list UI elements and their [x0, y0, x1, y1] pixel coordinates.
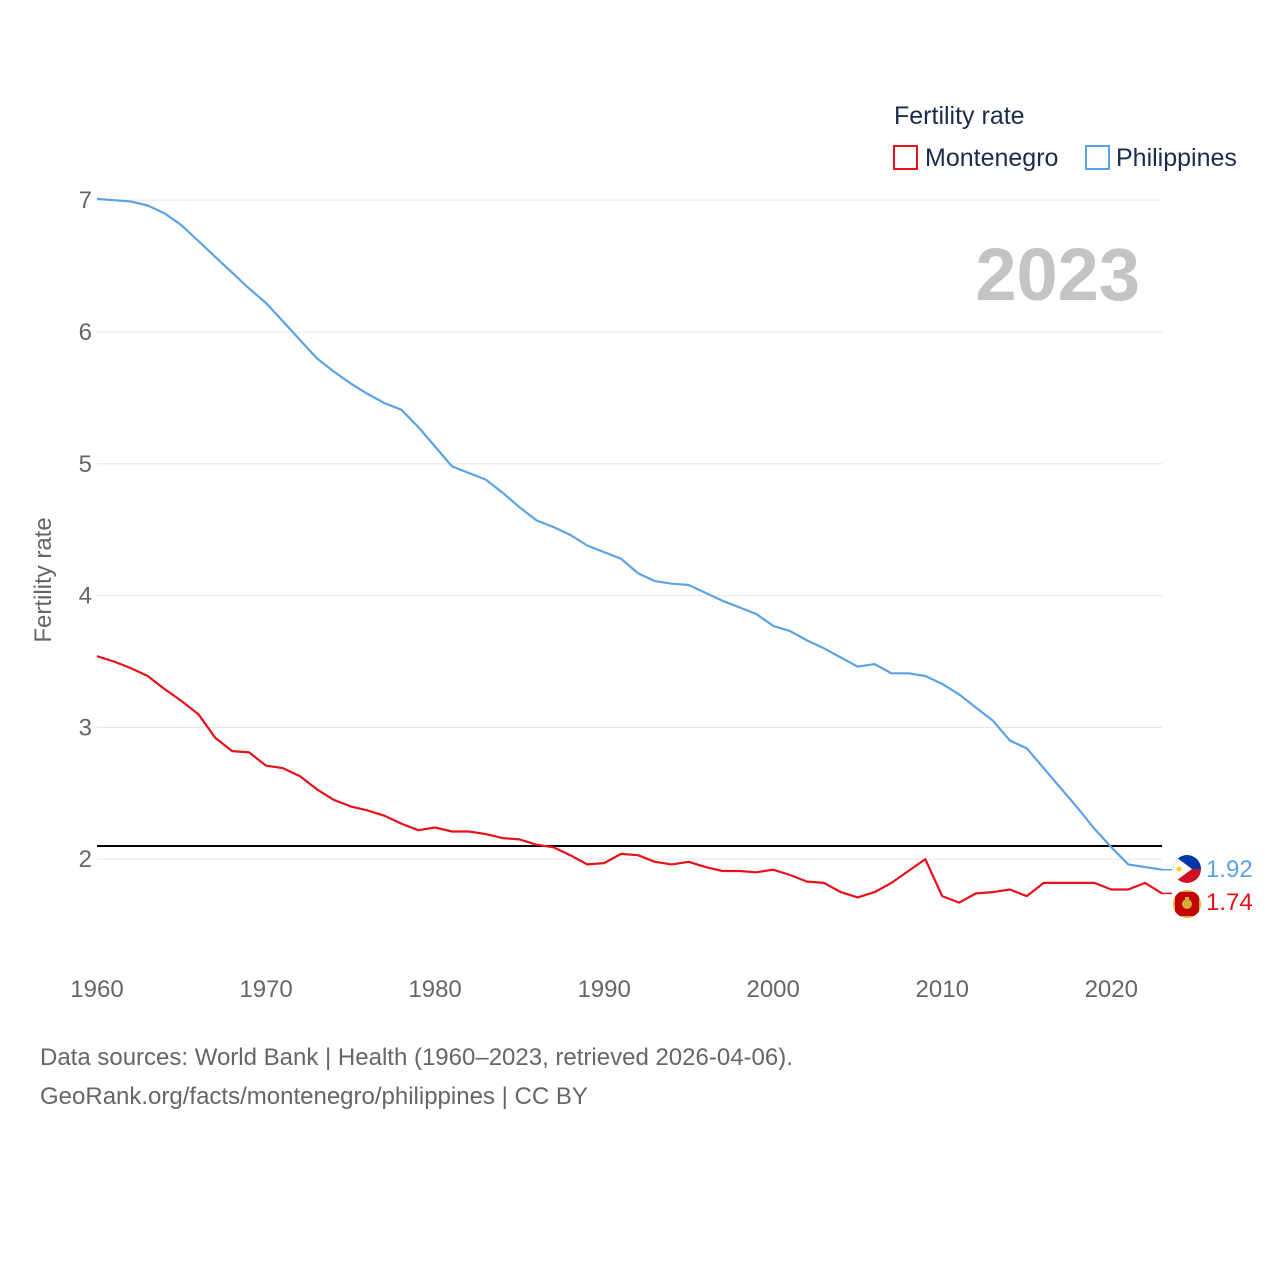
- legend-swatch-montenegro[interactable]: [893, 145, 918, 170]
- series-lines: [96, 197, 1172, 904]
- y-axis-ticks: 2 3 4 5 6 7: [79, 187, 92, 873]
- x-tick-label-2020: 2020: [1085, 976, 1138, 1003]
- source-url-line: GeoRank.org/facts/montenegro/philippines…: [40, 1083, 588, 1110]
- year-label: 2023: [975, 233, 1140, 316]
- philippines-flag-icon: [1173, 855, 1201, 883]
- montenegro-flag-icon: [1173, 890, 1201, 918]
- x-axis-ticks: 1960 1970 1980 1990 2000 2010 2020: [70, 976, 1138, 1003]
- x-tick-label-1990: 1990: [577, 976, 630, 1003]
- grid-lines: [97, 199, 1162, 860]
- y-tick-label-6: 6: [79, 319, 92, 346]
- legend: Fertility rate Montenegro Philippines: [893, 102, 1237, 172]
- x-tick-label-1960: 1960: [70, 976, 123, 1003]
- x-tick-label-2000: 2000: [746, 976, 799, 1003]
- series-line-philippines: [96, 197, 1163, 871]
- series-line-montenegro: [96, 655, 1163, 904]
- y-tick-label-2: 2: [79, 846, 92, 873]
- y-axis-title: Fertility rate: [30, 517, 57, 642]
- y-tick-label-4: 4: [79, 583, 92, 610]
- x-tick-label-1970: 1970: [239, 976, 292, 1003]
- end-value-philippines: 1.92: [1206, 856, 1253, 883]
- legend-title: Fertility rate: [894, 102, 1025, 130]
- x-tick-label-2010: 2010: [916, 976, 969, 1003]
- y-tick-label-7: 7: [79, 187, 92, 214]
- y-tick-label-3: 3: [79, 714, 92, 741]
- y-tick-label-5: 5: [79, 451, 92, 478]
- legend-label-philippines[interactable]: Philippines: [1116, 144, 1237, 172]
- legend-label-montenegro[interactable]: Montenegro: [925, 144, 1058, 172]
- end-value-montenegro: 1.74: [1206, 889, 1253, 916]
- source-line: Data sources: World Bank | Health (1960–…: [40, 1044, 793, 1071]
- x-tick-label-1980: 1980: [408, 976, 461, 1003]
- legend-swatch-philippines[interactable]: [1085, 145, 1110, 170]
